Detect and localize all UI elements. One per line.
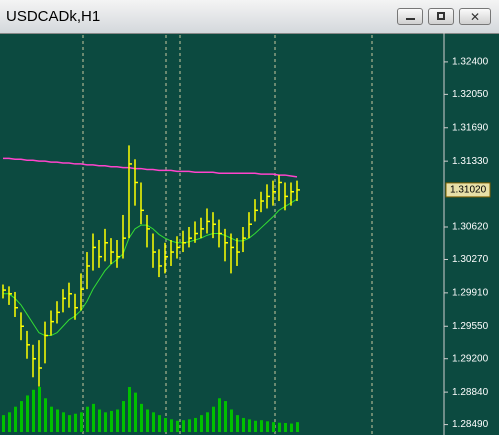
volume-bar [290, 423, 293, 432]
y-tick-label: 1.31330 [452, 156, 489, 167]
volume-bar [164, 417, 167, 432]
volume-bar [284, 423, 287, 432]
volume-bar [14, 406, 17, 432]
period-separators [82, 35, 373, 435]
moving-average [3, 198, 298, 337]
volume-bar [242, 417, 245, 432]
volume-bar [146, 409, 149, 432]
volume-bar [2, 415, 5, 432]
volume-bar [152, 412, 155, 432]
moving-average [3, 157, 298, 178]
volume-bar [260, 420, 263, 432]
volume-bar [26, 395, 29, 432]
volume-bar [134, 392, 137, 432]
volume-bar [128, 387, 131, 432]
y-tick-label: 1.32050 [452, 89, 489, 100]
volume-bar [122, 401, 125, 432]
volume-bar [62, 412, 65, 432]
volume-bar [92, 403, 95, 432]
volume-bar [278, 422, 281, 432]
y-tick-label: 1.30270 [452, 254, 489, 265]
y-tick-label: 1.31690 [452, 122, 489, 133]
volume-bar [116, 409, 119, 432]
volume-bar [248, 419, 251, 432]
y-tick-label: 1.28840 [452, 387, 489, 398]
y-tick-label: 1.29910 [452, 288, 489, 299]
volume-bar [32, 389, 35, 432]
volume-bar [200, 415, 203, 432]
title-bar: USDCADk,H1 ✕ [0, 0, 499, 34]
close-button[interactable]: ✕ [459, 8, 491, 25]
volume-bar [206, 412, 209, 432]
volume-bar [272, 422, 275, 432]
volume-bar [44, 398, 47, 432]
volume-bar [254, 420, 257, 432]
volume-bar [194, 417, 197, 432]
window-title: USDCADk,H1 [6, 8, 101, 25]
minimize-button[interactable] [397, 8, 423, 25]
volume-bar [182, 420, 185, 432]
volume-bar [38, 387, 41, 432]
volume-bar [20, 401, 23, 432]
volume-bar [230, 409, 233, 432]
volume-bar [296, 422, 299, 432]
volume-bar [104, 412, 107, 432]
volume-bar [80, 412, 83, 432]
volume-bar [8, 412, 11, 432]
volume-bar [224, 401, 227, 432]
volume-bar [212, 406, 215, 432]
current-price-label: 1.31020 [450, 185, 487, 196]
current-price-box [445, 182, 491, 198]
y-tick-label: 1.29550 [452, 321, 489, 332]
volume-bar [68, 415, 71, 432]
volume-bar [140, 403, 143, 432]
volume-bar [98, 409, 101, 432]
y-tick-label: 1.28490 [452, 419, 489, 430]
volume-bar [50, 406, 53, 432]
volume-bar [188, 419, 191, 432]
volume-bar [176, 420, 179, 432]
restore-button[interactable] [428, 8, 454, 25]
volume-bar [236, 415, 239, 432]
volume-bar [110, 410, 113, 432]
volume-bar [218, 398, 221, 432]
volume-bar [86, 406, 89, 432]
volume-bar [266, 421, 269, 432]
y-tick-label: 1.32400 [452, 57, 489, 68]
chart: 1.32400 1.32050 1.31690 1.31330 1.30620 1.302… [2, 33, 491, 435]
volume-bar [74, 413, 77, 432]
volume-bar [158, 415, 161, 432]
volume-bar [56, 409, 59, 432]
volume-bar [170, 419, 173, 432]
y-tick-label: 1.30620 [452, 222, 489, 233]
y-tick-label: 1.29200 [452, 353, 489, 364]
